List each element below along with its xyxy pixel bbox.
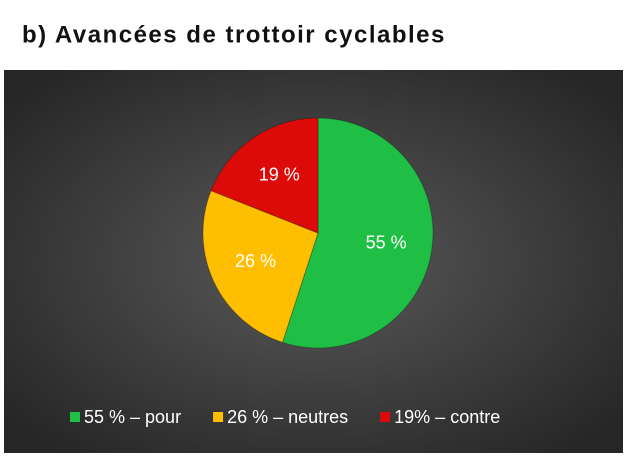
legend-swatch	[70, 412, 80, 422]
data-label: 19 %	[259, 165, 300, 185]
title-background	[4, 4, 504, 70]
legend-label: 26 % – neutres	[227, 407, 348, 427]
data-label: 55 %	[366, 233, 407, 253]
pie-slice	[281, 117, 434, 349]
chart-title: b) Avancées de trottoir cyclables	[22, 21, 446, 48]
pie-slice	[210, 117, 319, 234]
legend-swatch	[380, 412, 391, 422]
legend-label: 55 % – pour	[84, 407, 181, 427]
legend-label: 19% – contre	[394, 407, 500, 427]
pie-slice	[202, 190, 319, 344]
legend-swatch	[213, 412, 224, 422]
data-label: 26 %	[235, 251, 276, 271]
